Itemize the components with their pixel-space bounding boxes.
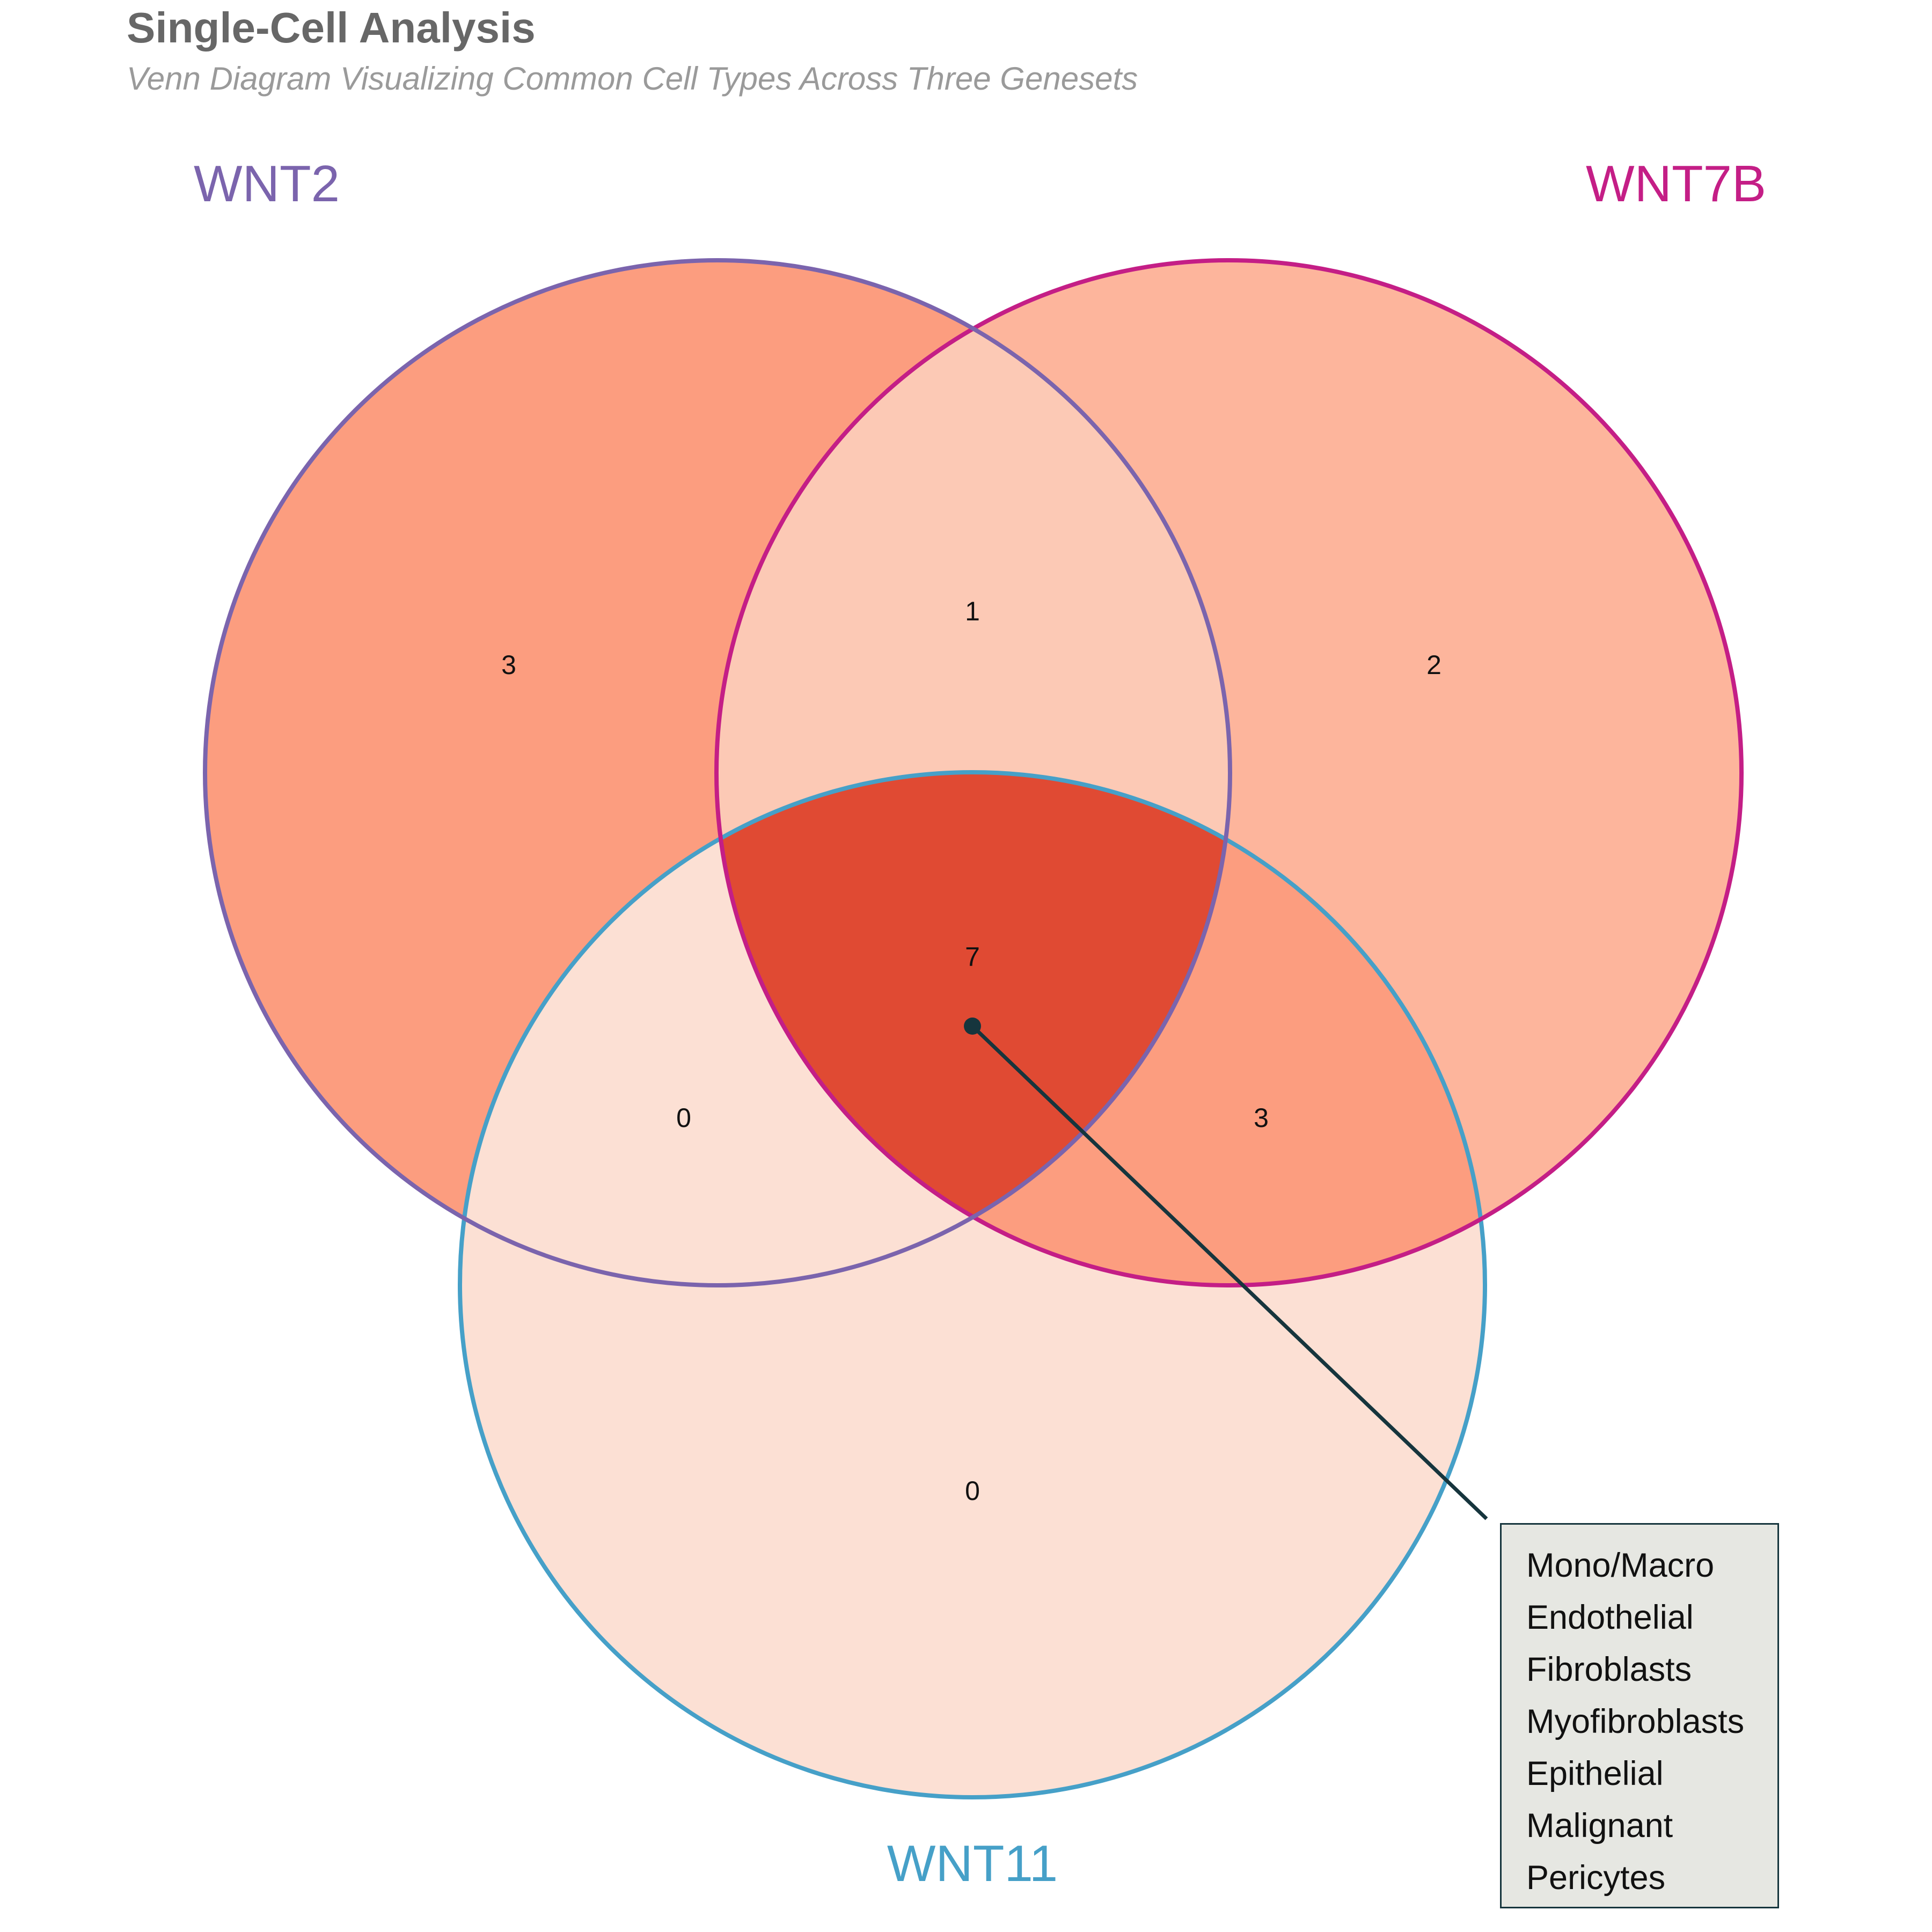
annotation-leader-line <box>971 1024 1488 1520</box>
set-outline-wnt7b <box>714 258 1744 1287</box>
annotation-callout-box: Mono/Macro Endothelial Fibroblasts Myofibro… <box>1500 1523 1779 1908</box>
cell-type-item: Myofibroblasts <box>1526 1703 1745 1740</box>
cell-type-item: Mono/Macro <box>1526 1547 1715 1584</box>
cell-type-item: Pericytes <box>1526 1859 1666 1897</box>
set-label-wnt11: WNT11 <box>887 1835 1058 1892</box>
cell-type-item: Fibroblasts <box>1526 1651 1692 1688</box>
count-wnt2-only: 3 <box>501 650 516 680</box>
count-wnt2-wnt11: 0 <box>676 1103 691 1133</box>
count-wnt7b-only: 2 <box>1426 650 1441 680</box>
count-all-three: 7 <box>965 942 980 972</box>
set-outline-wnt2 <box>203 258 1232 1287</box>
set-label-wnt7b: WNT7B <box>1586 155 1766 213</box>
annotation-anchor-dot <box>964 1018 981 1035</box>
count-wnt11-only: 0 <box>965 1476 980 1506</box>
count-wnt7b-wnt11: 3 <box>1254 1103 1269 1133</box>
cell-type-item: Endothelial <box>1526 1599 1694 1636</box>
chart-title: Single-Cell Analysis <box>127 4 536 52</box>
cell-type-list: Mono/Macro Endothelial Fibroblasts Myofibro… <box>1526 1540 1777 1904</box>
set-label-wnt2: WNT2 <box>194 155 340 213</box>
cell-type-item: Epithelial <box>1526 1755 1664 1792</box>
set-outline-wnt11 <box>458 770 1487 1799</box>
count-wnt2-wnt7b: 1 <box>965 596 980 626</box>
chart-subtitle: Venn Diagram Visualizing Common Cell Typ… <box>127 61 1138 97</box>
cell-type-item: Malignant <box>1526 1807 1673 1845</box>
